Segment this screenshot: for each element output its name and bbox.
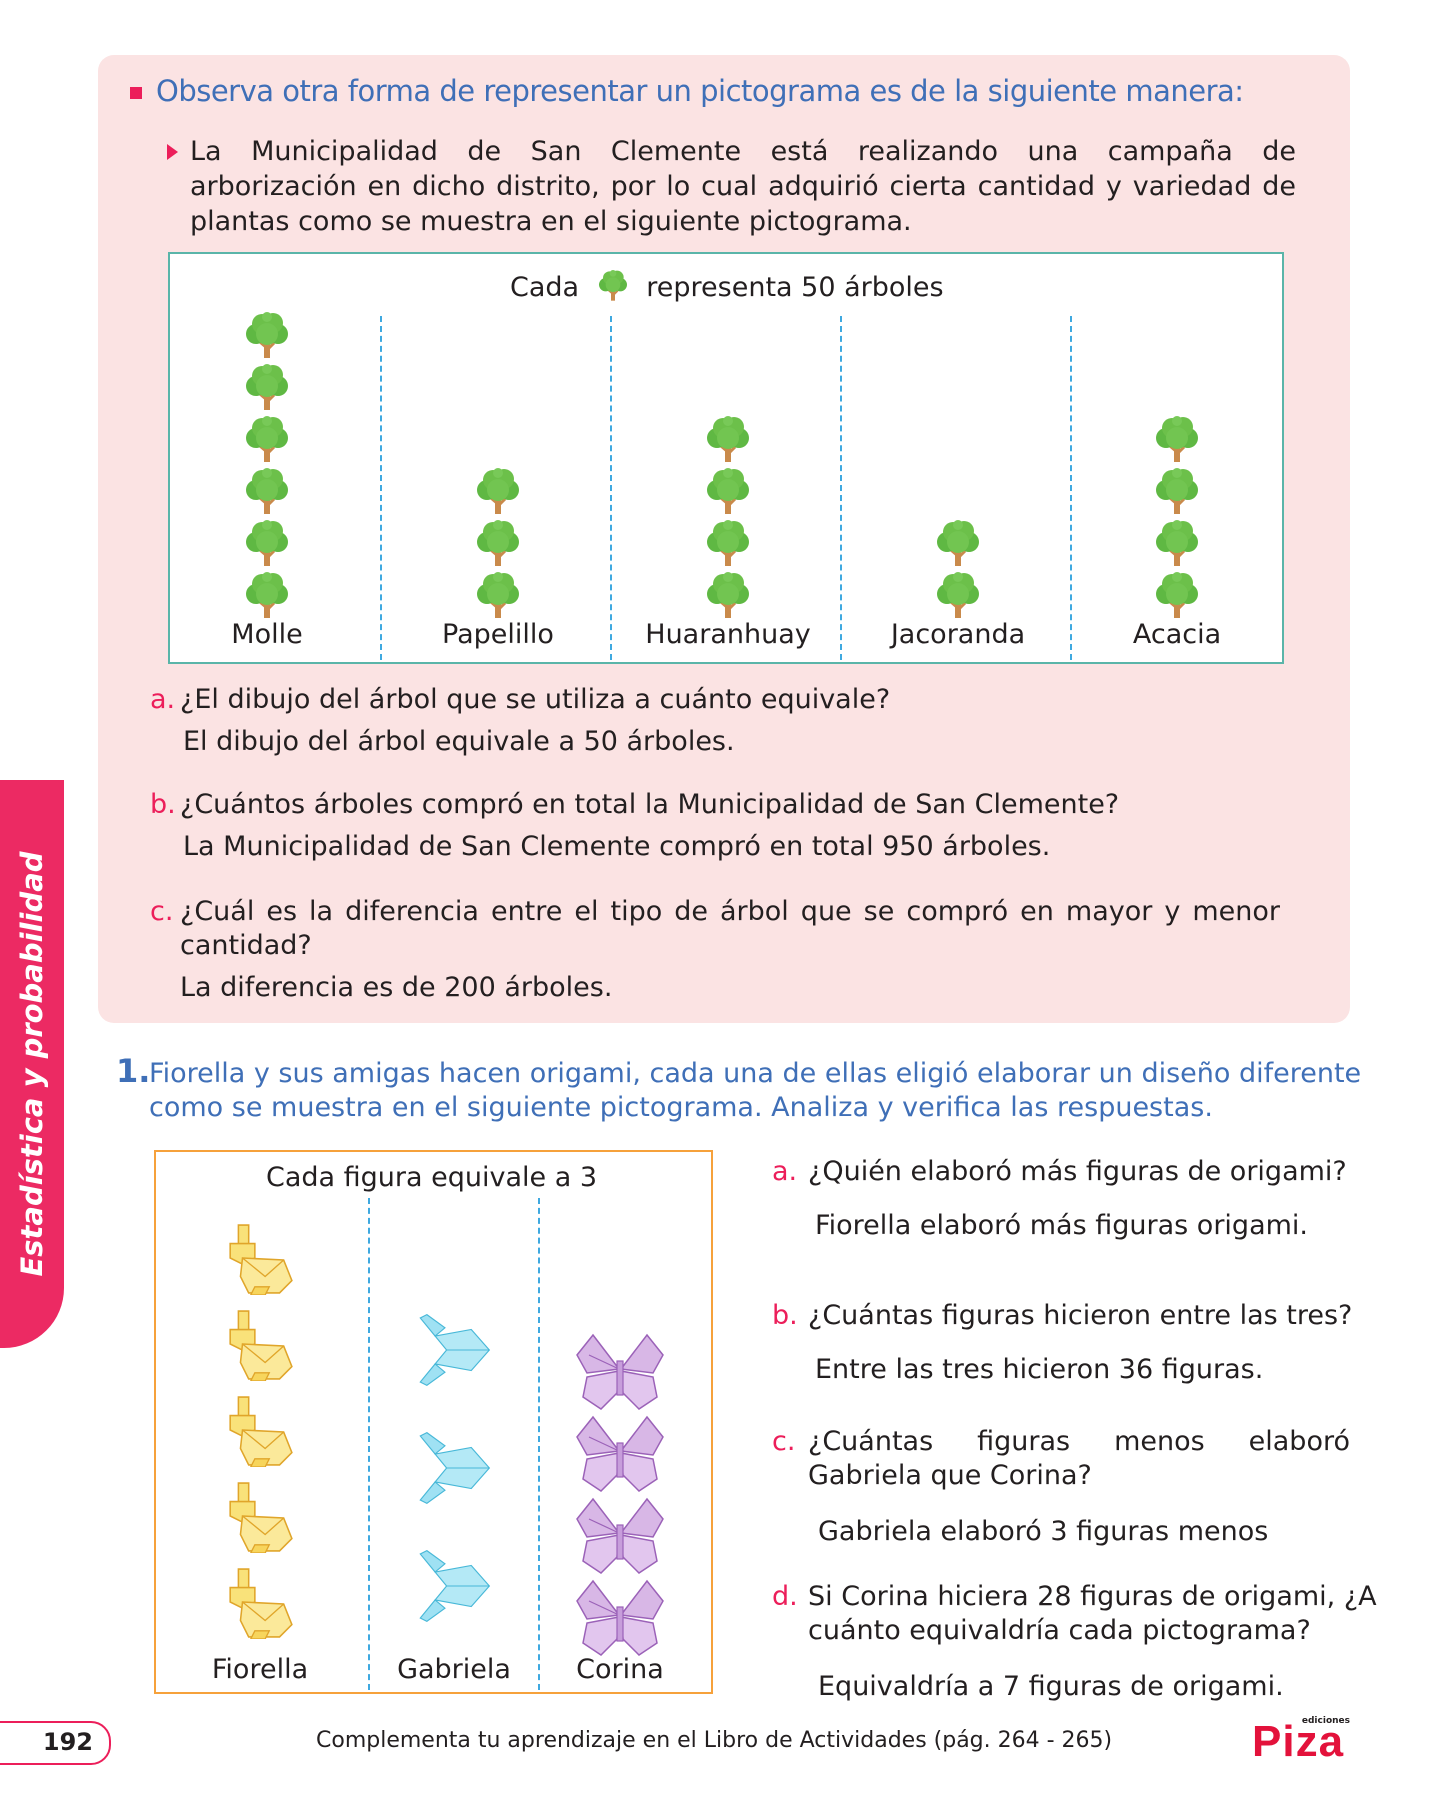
question-text: Gabriela que Corina? [808, 1460, 1092, 1491]
question-letter: c. [772, 1426, 796, 1457]
intro-paragraph-line: La Municipalidad de San Clemente está re… [190, 136, 1296, 167]
question-text: ¿Cuántos árboles compró en total la Muni… [180, 789, 1120, 820]
tree-icon [242, 572, 292, 620]
tree-icon [242, 468, 292, 516]
tree-category-label: Molle [231, 619, 303, 650]
tree-icon [473, 468, 523, 516]
butterfly-origami-icon [575, 1413, 665, 1493]
question-text: ¿Quién elaboró más figuras de origami? [808, 1156, 1347, 1187]
tree-category-label: Papelillo [442, 619, 554, 650]
tree-icon [703, 520, 753, 568]
question-letter: b. [150, 789, 176, 820]
question-text: cantidad? [180, 930, 312, 961]
question-text: ¿El dibujo del árbol que se utiliza a cu… [180, 684, 891, 715]
question-text: cuánto equivaldría cada pictograma? [808, 1615, 1311, 1646]
intro-heading: Observa otra forma de representar un pic… [156, 74, 1244, 108]
question-letter: a. [772, 1156, 798, 1187]
column-divider [538, 1198, 540, 1690]
tree-icon [933, 520, 983, 568]
answer-text: Equivaldría a 7 figuras de origami. [818, 1671, 1284, 1702]
logo-small-text: ediciones [1301, 1716, 1350, 1726]
rabbit-origami-icon [224, 1218, 296, 1300]
origami-pictogram: Cada figura equivale a 3 Fiorella Gabriel… [154, 1150, 713, 1694]
tree-icon [242, 312, 292, 360]
tree-icon [703, 416, 753, 464]
tree-icon [242, 364, 292, 412]
question-text: ¿Cuál es la diferencia entre el tipo de … [180, 896, 1280, 927]
intro-paragraph-line: plantas como se muestra en el siguiente … [190, 206, 912, 237]
section-side-tab: Estadística y probabilidad [0, 780, 64, 1348]
publisher-logo: ediciones Piza [1252, 1716, 1352, 1766]
column-divider [610, 316, 612, 660]
butterfly-origami-icon [575, 1495, 665, 1575]
answer-text: Gabriela elaboró 3 figuras menos [818, 1516, 1269, 1547]
exercise-text-line: como se muestra en el siguiente pictogra… [149, 1092, 1213, 1123]
question-text: ¿Cuántas figuras hicieron entre las tres… [808, 1300, 1353, 1331]
tree-icon [1152, 468, 1202, 516]
tree-category-label: Jacoranda [890, 619, 1026, 650]
tree-legend-suffix: representa 50 árboles [646, 272, 944, 303]
answer-text: El dibujo del árbol equivale a 50 árbole… [183, 726, 735, 757]
question-letter: a. [150, 684, 176, 715]
origami-category-label: Gabriela [397, 1654, 511, 1685]
bullet-square-icon [130, 87, 142, 99]
tree-icon [1152, 416, 1202, 464]
footer-note: Complementa tu aprendizaje en el Libro d… [316, 1728, 1113, 1753]
tree-icon [473, 572, 523, 620]
fish-origami-icon [417, 1424, 491, 1512]
question-letter: b. [772, 1300, 798, 1331]
tree-category-label: Huaranhuay [645, 619, 811, 650]
tree-icon [1152, 572, 1202, 620]
butterfly-origami-icon [575, 1577, 665, 1657]
logo-main-text: Piza [1252, 1717, 1345, 1766]
tree-legend-prefix: Cada [510, 272, 580, 303]
answer-text: Entre las tres hicieron 36 figuras. [815, 1354, 1264, 1385]
origami-category-label: Fiorella [211, 1654, 309, 1685]
page-number-box: 192 [0, 1721, 111, 1765]
tree-icon [703, 468, 753, 516]
column-divider [1070, 316, 1072, 660]
exercise-text-line: Fiorella y sus amigas hacen origami, cad… [149, 1058, 1362, 1089]
exercise-number: 1. [116, 1052, 151, 1090]
answer-text: La diferencia es de 200 árboles. [180, 972, 613, 1003]
origami-category-label: Corina [576, 1654, 664, 1685]
tree-icon [473, 520, 523, 568]
question-text: Si Corina hiciera 28 figuras de origami,… [808, 1581, 1377, 1612]
question-letter: c. [150, 896, 174, 927]
answer-text: Fiorella elaboró más figuras origami. [815, 1210, 1309, 1241]
tree-icon [933, 572, 983, 620]
column-divider [368, 1198, 370, 1690]
tree-icon [242, 416, 292, 464]
origami-legend: Cada figura equivale a 3 [266, 1162, 598, 1193]
fish-origami-icon [417, 1306, 491, 1394]
tree-icon [242, 520, 292, 568]
column-divider [840, 316, 842, 660]
tree-icon [596, 270, 630, 300]
fish-origami-icon [417, 1542, 491, 1630]
intro-paragraph-line: arborización en dicho distrito, por lo c… [190, 171, 1296, 202]
question-text: ¿Cuántas figuras menos elaboró [808, 1426, 1350, 1457]
page-number: 192 [42, 1728, 93, 1756]
tree-legend: Cada representa 50 árboles [510, 270, 944, 303]
tree-pictogram: Cada representa 50 árboles Molle Papelill… [168, 252, 1284, 664]
rabbit-origami-icon [224, 1304, 296, 1386]
tree-category-label: Acacia [1132, 619, 1222, 650]
question-letter: d. [772, 1581, 798, 1612]
rabbit-origami-icon [224, 1476, 296, 1558]
bullet-triangle-icon [167, 144, 178, 160]
tree-icon [1152, 520, 1202, 568]
tree-icon [703, 572, 753, 620]
rabbit-origami-icon [224, 1562, 296, 1644]
answer-text: La Municipalidad de San Clemente compró … [183, 831, 1051, 862]
section-side-tab-label: Estadística y probabilidad [15, 851, 49, 1277]
column-divider [380, 316, 382, 660]
rabbit-origami-icon [224, 1390, 296, 1472]
butterfly-origami-icon [575, 1331, 665, 1411]
intro-paragraph: La Municipalidad de San Clemente está re… [190, 134, 1296, 239]
